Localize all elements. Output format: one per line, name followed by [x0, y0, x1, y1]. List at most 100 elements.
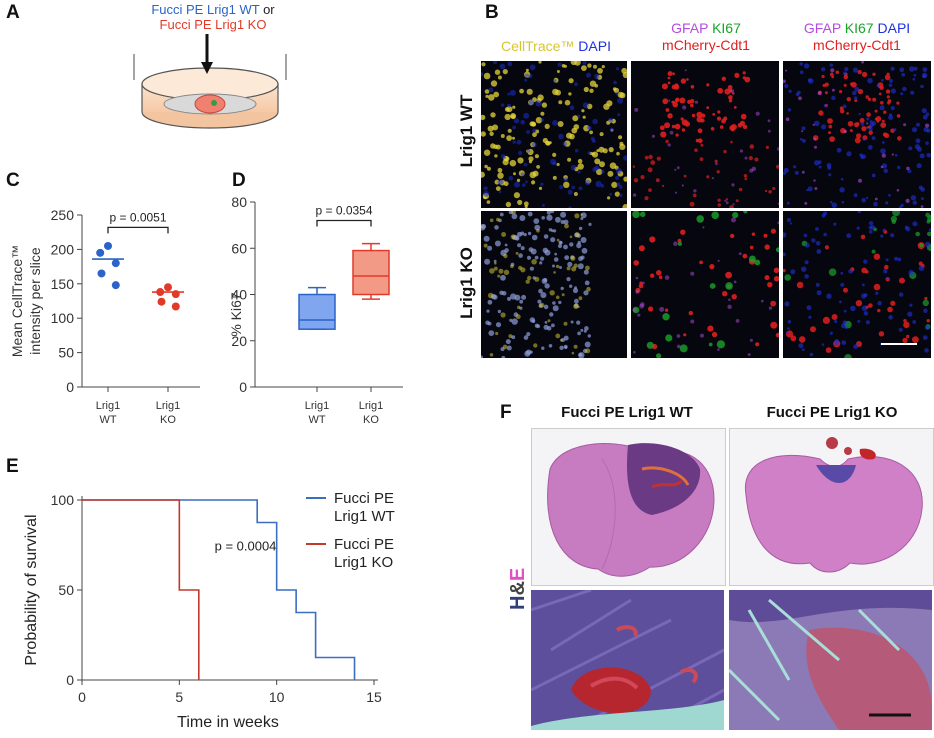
cell-dot — [528, 99, 535, 106]
cell-dot — [790, 335, 797, 342]
cell-dot — [529, 171, 537, 179]
cell-dot — [613, 80, 617, 85]
cell-dot — [493, 266, 498, 271]
survival-curve — [82, 499, 200, 680]
cell-dot — [557, 121, 564, 127]
cell-dot — [524, 78, 528, 82]
cell-dot — [490, 112, 496, 118]
cell-dot — [763, 233, 768, 238]
cell-dot — [607, 196, 611, 200]
cell-dot — [574, 82, 578, 87]
cell-dot — [564, 99, 571, 106]
cell-dot — [823, 211, 828, 216]
cell-dot — [495, 331, 499, 336]
cell-dot — [555, 333, 561, 339]
cell-dot — [487, 125, 494, 132]
cell-dot — [656, 156, 661, 161]
cell-dot — [695, 138, 700, 143]
cell-dot — [880, 165, 884, 169]
cell-dot — [563, 244, 568, 250]
panel-label-b: B — [485, 2, 499, 23]
cell-dot — [505, 201, 512, 208]
cell-dot — [742, 253, 748, 259]
cell-dot — [841, 200, 845, 204]
cell-dot — [796, 281, 804, 289]
cell-dot — [502, 159, 509, 166]
cell-dot — [633, 350, 636, 354]
cell-dot — [831, 202, 837, 208]
cell-dot — [899, 292, 904, 297]
micrograph-ko-celltrace — [481, 211, 627, 358]
cell-dot — [747, 353, 751, 357]
cell-dot — [714, 159, 718, 163]
cell-dot — [901, 72, 906, 77]
cell-dot — [487, 299, 493, 305]
cell-dot — [883, 168, 888, 174]
cell-dot — [830, 68, 835, 73]
x-tick-label: WT — [308, 414, 325, 426]
cell-dot — [744, 177, 747, 181]
y-tick-label: 200 — [51, 241, 75, 257]
cell-dot — [560, 338, 563, 342]
cell-dot — [615, 167, 622, 174]
x-tick-label: WT — [99, 414, 116, 426]
cell-dot — [535, 100, 542, 107]
cell-dot — [501, 355, 506, 358]
cell-dot — [561, 64, 566, 68]
cell-dot — [553, 79, 557, 83]
cell-dot — [638, 245, 645, 252]
cell-dot — [924, 296, 928, 301]
cell-dot — [540, 256, 545, 261]
y-axis-label-line: % Ki67 — [228, 292, 244, 337]
cell-dot — [892, 211, 900, 217]
cell-dot — [576, 243, 582, 249]
cell-dot — [535, 117, 543, 124]
cell-dot — [601, 65, 605, 69]
cell-dot — [518, 265, 523, 270]
cell-dot — [667, 143, 671, 147]
cell-dot — [508, 175, 514, 181]
cell-dot — [829, 136, 835, 142]
cell-dot — [538, 61, 542, 64]
cell-dot — [563, 344, 568, 349]
cell-dot — [896, 101, 900, 105]
cell-dot — [785, 117, 790, 121]
cell-dot — [618, 193, 623, 198]
cell-dot — [744, 156, 748, 160]
cell-dot — [577, 114, 581, 118]
cell-dot — [857, 69, 862, 75]
cell-dot — [863, 311, 869, 316]
cell-dot — [795, 92, 800, 97]
cell-dot — [902, 337, 908, 344]
cell-dot — [925, 112, 930, 116]
cell-dot — [659, 125, 665, 131]
cell-dot — [555, 264, 560, 269]
cell-dot — [534, 255, 539, 260]
cell-dot — [888, 193, 891, 197]
cell-dot — [909, 66, 915, 72]
x-tick-label: Lrig1 — [359, 400, 383, 412]
p-value-annotation: p = 0.0354 — [315, 204, 372, 218]
cell-dot — [844, 354, 852, 358]
cell-dot — [548, 228, 553, 232]
cell-dot — [577, 158, 583, 164]
cell-dot — [494, 262, 497, 265]
cell-dot — [481, 171, 485, 178]
cell-dot — [514, 181, 520, 188]
cell-dot — [618, 135, 623, 140]
cell-dot — [806, 188, 809, 192]
cell-dot — [696, 111, 703, 118]
cell-dot — [511, 213, 518, 220]
data-point — [156, 288, 165, 297]
cell-dot — [558, 100, 563, 105]
cell-dot — [483, 186, 488, 191]
cell-dot — [711, 211, 719, 220]
cell-dot — [531, 180, 536, 185]
cell-dot — [706, 83, 710, 87]
cell-dot — [871, 249, 876, 254]
cell-dot — [510, 234, 516, 240]
cell-dot — [563, 177, 568, 182]
cell-dot — [920, 187, 925, 192]
gfap-label: GFAP — [803, 20, 841, 36]
cell-dot — [569, 105, 575, 111]
